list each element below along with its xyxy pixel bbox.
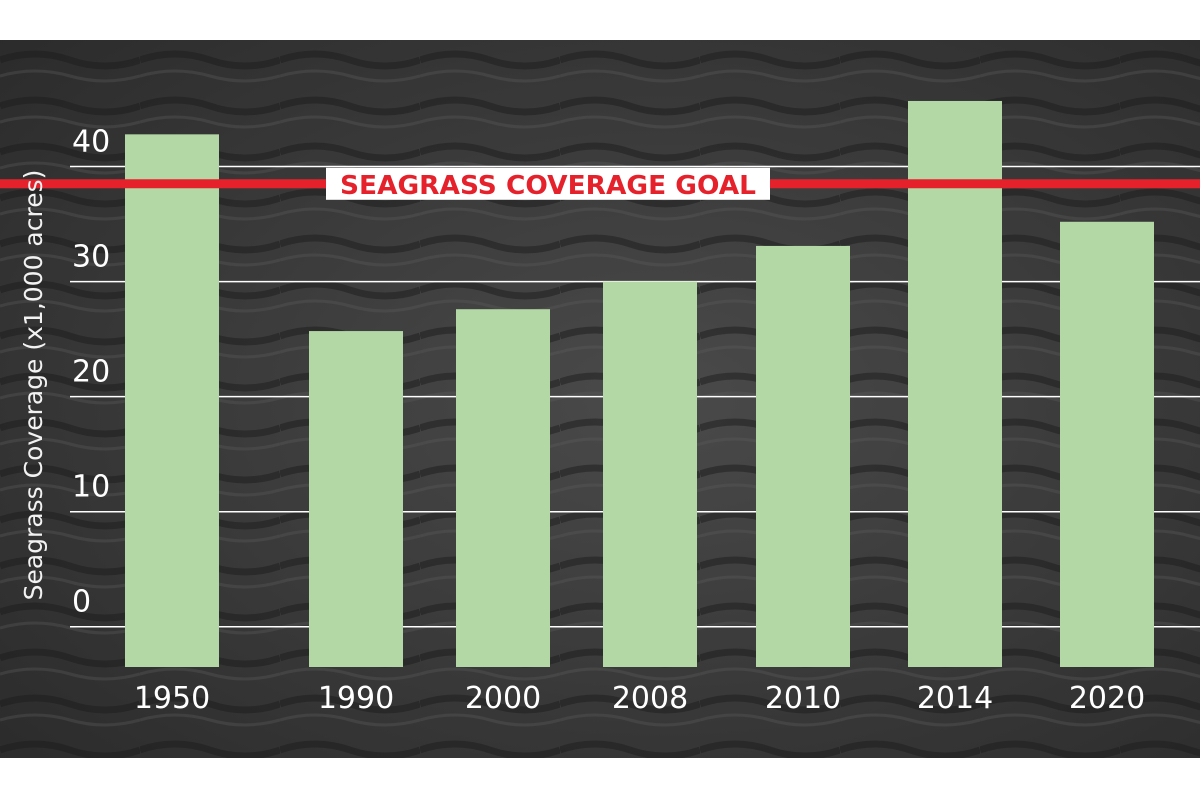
- y-tick-label: 10: [72, 470, 110, 505]
- x-tick-label: 1990: [318, 681, 394, 716]
- bar-2010: [756, 245, 850, 667]
- x-tick-label: 2020: [1069, 681, 1145, 716]
- bar-chart: SEAGRASS COVERAGE GOAL 0 10 20 30 40 1950 1990…: [0, 40, 1200, 758]
- y-tick-label: 40: [72, 125, 110, 160]
- y-tick-label: 20: [72, 355, 110, 390]
- x-tick-label: 2008: [612, 681, 688, 716]
- y-tick-label: 30: [72, 240, 110, 275]
- goal-label-box: [326, 167, 770, 200]
- x-tick-label: 1950: [134, 681, 210, 716]
- bar-2014: [908, 100, 1002, 668]
- y-axis-label: Seagrass Coverage (x1,000 acres): [19, 170, 48, 601]
- bar-1990: [309, 331, 403, 667]
- x-tick-label: 2010: [765, 681, 841, 716]
- chart-panel: SEAGRASS COVERAGE GOAL 0 10 20 30 40 1950 1990…: [0, 40, 1200, 758]
- bar-2020: [1060, 221, 1154, 668]
- bar-1950: [125, 134, 219, 667]
- x-tick-label: 2000: [465, 681, 541, 716]
- goal-label: SEAGRASS COVERAGE GOAL: [340, 171, 756, 201]
- y-tick-label: 0: [72, 585, 91, 620]
- x-tick-label: 2014: [917, 681, 993, 716]
- bar-2000: [456, 309, 550, 667]
- bar-2008: [603, 281, 697, 667]
